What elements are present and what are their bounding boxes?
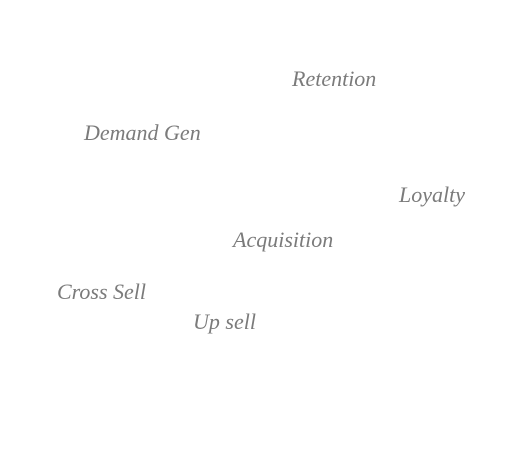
word-retention: Retention	[292, 66, 377, 91]
word-loyalty: Loyalty	[399, 182, 465, 207]
word-acquisition: Acquisition	[233, 227, 334, 252]
word-up-sell: Up sell	[193, 309, 256, 334]
word-demand-gen: Demand Gen	[84, 120, 201, 145]
word-cross-sell: Cross Sell	[57, 279, 147, 304]
